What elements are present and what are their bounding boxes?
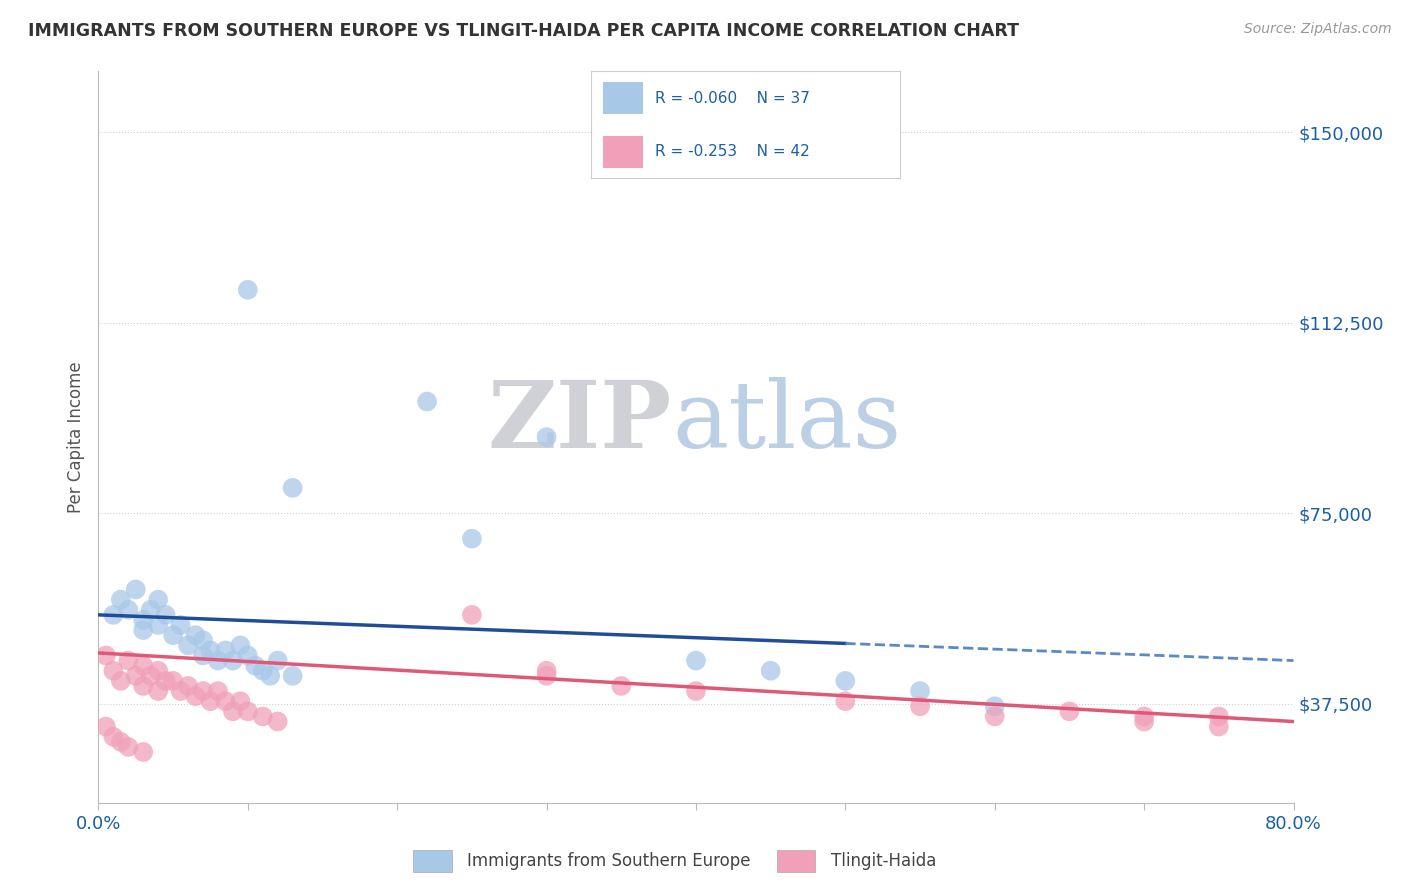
- Point: [117, 654, 139, 668]
- Point: [267, 654, 290, 668]
- Point: [110, 735, 132, 749]
- Text: Immigrants from Southern Europe: Immigrants from Southern Europe: [467, 852, 751, 870]
- Point: [245, 658, 267, 673]
- Point: [132, 745, 155, 759]
- Point: [236, 705, 259, 719]
- Text: R = -0.253    N = 42: R = -0.253 N = 42: [655, 145, 810, 159]
- Point: [207, 654, 229, 668]
- Point: [1059, 705, 1081, 719]
- Y-axis label: Per Capita Income: Per Capita Income: [66, 361, 84, 513]
- Point: [834, 694, 856, 708]
- Point: [229, 638, 252, 652]
- Text: ZIP: ZIP: [488, 377, 672, 467]
- Point: [125, 582, 148, 597]
- Point: [103, 664, 125, 678]
- Point: [1208, 709, 1230, 723]
- Point: [214, 694, 236, 708]
- Point: [191, 648, 214, 663]
- Point: [207, 684, 229, 698]
- Point: [1208, 720, 1230, 734]
- Point: [759, 664, 782, 678]
- Point: [177, 679, 200, 693]
- Point: [148, 592, 170, 607]
- Point: [416, 394, 439, 409]
- Bar: [778, 849, 815, 872]
- Point: [139, 603, 162, 617]
- Point: [110, 592, 132, 607]
- Text: atlas: atlas: [672, 377, 901, 467]
- Point: [461, 532, 484, 546]
- Point: [536, 669, 558, 683]
- Point: [103, 607, 125, 622]
- Point: [94, 720, 117, 734]
- Point: [148, 684, 170, 698]
- Point: [984, 709, 1007, 723]
- Point: [259, 669, 281, 683]
- Point: [536, 430, 558, 444]
- Point: [281, 481, 304, 495]
- Point: [155, 607, 177, 622]
- Point: [222, 705, 245, 719]
- Text: R = -0.060    N = 37: R = -0.060 N = 37: [655, 91, 810, 105]
- Point: [191, 633, 214, 648]
- Point: [536, 664, 558, 678]
- Point: [184, 628, 207, 642]
- Point: [834, 673, 856, 688]
- Point: [125, 669, 148, 683]
- Text: Source: ZipAtlas.com: Source: ZipAtlas.com: [1244, 22, 1392, 37]
- Point: [908, 699, 931, 714]
- Point: [117, 739, 139, 754]
- Point: [461, 607, 484, 622]
- Point: [685, 654, 707, 668]
- Point: [132, 623, 155, 637]
- Point: [155, 673, 177, 688]
- Point: [236, 648, 259, 663]
- Point: [908, 684, 931, 698]
- Point: [184, 689, 207, 703]
- Point: [169, 618, 191, 632]
- Point: [229, 694, 252, 708]
- Text: IMMIGRANTS FROM SOUTHERN EUROPE VS TLINGIT-HAIDA PER CAPITA INCOME CORRELATION C: IMMIGRANTS FROM SOUTHERN EUROPE VS TLING…: [28, 22, 1019, 40]
- Point: [132, 658, 155, 673]
- Point: [169, 684, 191, 698]
- Point: [117, 603, 139, 617]
- Point: [200, 694, 222, 708]
- Point: [281, 669, 304, 683]
- Point: [252, 664, 274, 678]
- Point: [267, 714, 290, 729]
- Point: [132, 679, 155, 693]
- Point: [177, 638, 200, 652]
- Point: [132, 613, 155, 627]
- Point: [685, 684, 707, 698]
- Point: [148, 664, 170, 678]
- Bar: [603, 82, 643, 114]
- Point: [139, 669, 162, 683]
- Point: [162, 628, 184, 642]
- Text: Tlingit-Haida: Tlingit-Haida: [831, 852, 936, 870]
- Point: [236, 283, 259, 297]
- Point: [103, 730, 125, 744]
- Point: [1133, 709, 1156, 723]
- Point: [148, 618, 170, 632]
- Bar: [603, 136, 643, 168]
- Point: [984, 699, 1007, 714]
- Point: [222, 654, 245, 668]
- Point: [1133, 714, 1156, 729]
- Point: [610, 679, 633, 693]
- Point: [200, 643, 222, 657]
- Point: [191, 684, 214, 698]
- Point: [162, 673, 184, 688]
- Point: [214, 643, 236, 657]
- Bar: [413, 849, 453, 872]
- Point: [94, 648, 117, 663]
- Point: [252, 709, 274, 723]
- Point: [110, 673, 132, 688]
